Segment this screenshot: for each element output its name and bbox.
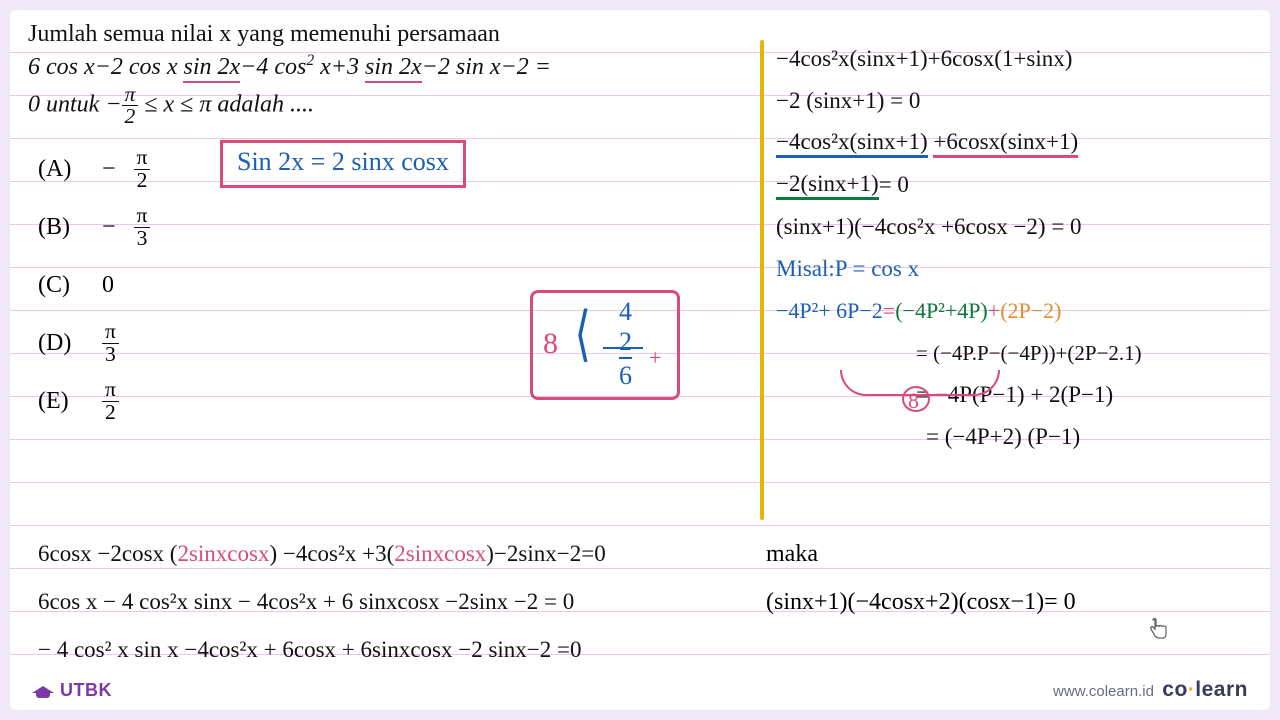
factor-line <box>603 347 643 349</box>
option-b: (B) − π3 <box>38 198 150 256</box>
option-d: (D) π3 <box>38 314 150 372</box>
rw-line-7: −4P²+ 6P−2 = (−4P²+4P) + (2P−2) <box>776 290 1256 332</box>
right-workings: −4cos²x(sinx+1)+6cosx(1+sinx) −2 (sinx+1… <box>776 38 1256 458</box>
hand-cursor-icon <box>1148 618 1168 645</box>
footer: UTBK www.colearn.id co·learn <box>10 670 1270 710</box>
rw-line-10: = (−4P+2) (P−1) <box>776 416 1256 458</box>
vertical-divider <box>760 40 764 520</box>
rw-line-8: = (−4P.P−(−4P))+(2P−2.1) <box>776 332 1256 374</box>
problem-line-2: 6 cos x−2 cos x sin 2x−4 cos2 x+3 sin 2x… <box>28 50 748 83</box>
bw-line-2: 6cos x − 4 cos²x sinx − 4cos²x + 6 sinxc… <box>38 578 738 626</box>
rw-line-6: Misal: P = cos x <box>776 248 1256 290</box>
rw-line-2: −2 (sinx+1) = 0 <box>776 80 1256 122</box>
problem-line-1: Jumlah semua nilai x yang memenuhi persa… <box>28 18 748 50</box>
rw-line-1: −4cos²x(sinx+1)+6cosx(1+sinx) <box>776 38 1256 80</box>
factor-eight: 8 <box>543 327 558 361</box>
factor-tree-box: 8 ⟨ 4 2 + 6 <box>530 290 680 400</box>
graduation-cap-icon <box>32 682 54 698</box>
final-factored: (sinx+1)(−4cosx+2)(cosx−1)= 0 <box>766 578 1256 626</box>
factor-bracket: ⟨ <box>575 299 591 369</box>
problem-line-3: 0 untuk −π2 ≤ x ≤ π adalah .... <box>28 84 748 128</box>
identity-box: Sin 2x = 2 sinx cosx <box>220 140 466 188</box>
option-e: (E) π2 <box>38 372 150 430</box>
page: Jumlah semua nilai x yang memenuhi persa… <box>10 10 1270 710</box>
bottom-right-workings: maka (sinx+1)(−4cosx+2)(cosx−1)= 0 <box>766 530 1256 626</box>
rw-line-3: −4cos²x(sinx+1) +6cosx(sinx+1) <box>776 122 1256 164</box>
utbk-badge: UTBK <box>32 680 112 701</box>
rw-line-4: −2(sinx+1) = 0 <box>776 164 1256 206</box>
bw-line-1: 6cosx −2cosx (2sinxcosx) −4cos²x +3(2sin… <box>38 530 738 578</box>
option-a: (A) − π2 <box>38 140 150 198</box>
colearn-brand: www.colearn.id co·learn <box>1053 678 1248 702</box>
bottom-workings: 6cosx −2cosx (2sinxcosx) −4cos²x +3(2sin… <box>38 530 738 674</box>
maka: maka <box>766 530 1256 578</box>
problem-statement: Jumlah semua nilai x yang memenuhi persa… <box>28 18 748 128</box>
eight-under: 8 <box>908 388 919 414</box>
answer-options: (A) − π2 (B) − π3 (C) 0 (D) π3 (E) π2 <box>38 140 150 430</box>
bw-line-3: − 4 cos² x sin x −4cos²x + 6cosx + 6sinx… <box>38 626 738 674</box>
option-c: (C) 0 <box>38 256 150 314</box>
rw-line-5: (sinx+1)(−4cos²x +6cosx −2) = 0 <box>776 206 1256 248</box>
